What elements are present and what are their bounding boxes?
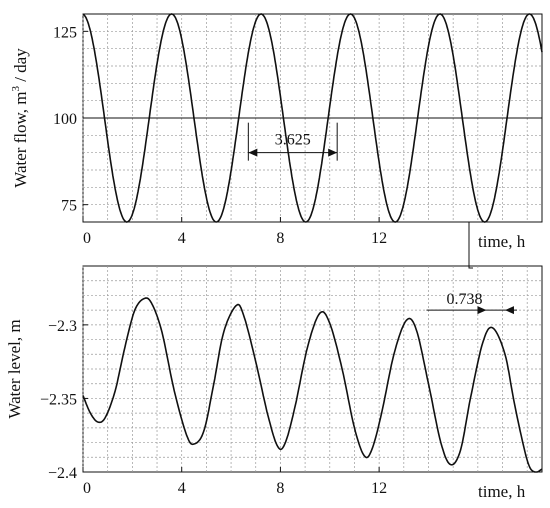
- lag-annotation-label: 0.738: [446, 291, 482, 308]
- lag-connector-line: [468, 222, 473, 269]
- water-flow-x-axis-label: time, h: [478, 232, 526, 251]
- water-level-series-line: [82, 297, 543, 473]
- period-annotation-arrowhead-left: [248, 148, 258, 157]
- period-annotation-label: 3.625: [275, 132, 311, 149]
- water-level-x-tick-label: 4: [178, 480, 186, 497]
- water-flow-y-ticks: 75 100 125: [53, 24, 88, 215]
- water-flow-series-line: [82, 13, 543, 223]
- water-level-x-tick-label: 8: [276, 480, 284, 497]
- water-level-y-tick-label: −2.3: [48, 318, 77, 335]
- lag-annotation-arrowhead-right: [504, 306, 514, 315]
- water-level-y-ticks: −2.3 −2.35 −2.4: [40, 318, 88, 482]
- water-flow-x-tick-label: 8: [276, 230, 284, 247]
- water-level-y-tick-label: −2.4: [48, 465, 77, 482]
- water-flow-panel: 0 4 8 12 75 100 125 time, h Water flow, m3 / …: [10, 13, 543, 251]
- water-flow-y-tick-label: 100: [53, 111, 77, 128]
- water-flow-y-tick-label: 75: [61, 198, 77, 215]
- water-level-x-ticks: 0 4 8 12: [82, 467, 387, 497]
- water-flow-x-tick-label: 0: [83, 230, 91, 247]
- water-level-x-tick-label: 12: [371, 480, 387, 497]
- water-level-panel: 0 4 8 12 −2.3 −2.35 −2.4 time, h Water level,…: [5, 265, 543, 501]
- lag-annotation-arrowhead-left: [477, 306, 487, 315]
- period-annotation: 3.625: [247, 122, 338, 161]
- water-flow-x-ticks: 0 4 8 12: [82, 217, 387, 247]
- water-level-grid: [82, 266, 542, 472]
- water-level-x-tick-label: 0: [83, 480, 91, 497]
- water-flow-y-axis-label: Water flow, m3 / day: [10, 48, 30, 188]
- lag-annotation: 0.738: [426, 291, 517, 315]
- water-level-y-axis-label: Water level, m: [5, 319, 24, 418]
- water-flow-x-tick-label: 4: [178, 230, 186, 247]
- water-level-y-tick-label: −2.35: [40, 391, 77, 408]
- water-flow-y-tick-label: 125: [53, 24, 77, 41]
- water-level-x-axis-label: time, h: [478, 482, 526, 501]
- period-annotation-arrowhead-right: [328, 148, 338, 157]
- water-flow-x-tick-label: 12: [371, 230, 387, 247]
